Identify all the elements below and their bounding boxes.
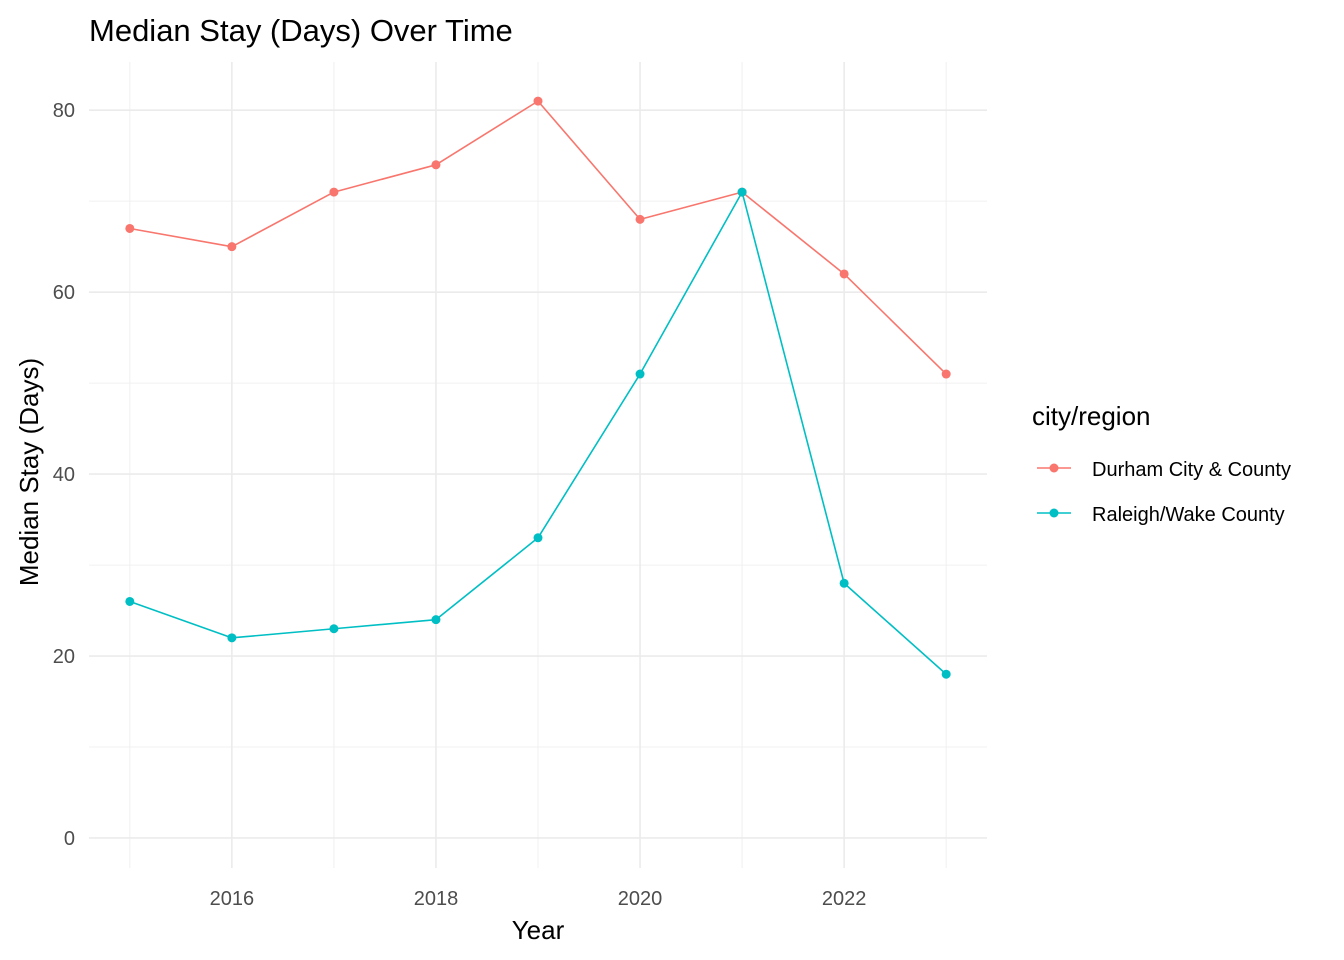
series-1-point (839, 578, 849, 588)
series-0-point (431, 160, 441, 170)
series-1-point (329, 624, 339, 634)
series-1-point (431, 615, 441, 625)
legend-key-point-0 (1049, 463, 1059, 473)
series-1-point (737, 187, 747, 197)
series-1-point (227, 633, 237, 643)
series-1-point (635, 369, 645, 379)
x-tick-label: 2016 (210, 888, 255, 910)
x-tick-label: 2022 (822, 888, 867, 910)
legend-label-0: Durham City & County (1092, 459, 1291, 481)
x-tick-label: 2020 (618, 888, 663, 910)
legend-title: city/region (1032, 401, 1151, 431)
series-1-point (125, 596, 135, 606)
series-0-point (635, 214, 645, 224)
y-tick-label: 20 (53, 646, 75, 668)
series-0-point (533, 96, 543, 106)
axis-ticks: 0 20 40 60 80 2016 2018 2020 2022 (53, 100, 867, 910)
y-tick-label: 40 (53, 464, 75, 486)
series-0-point (227, 242, 237, 252)
series-0-point (125, 223, 135, 233)
series-0-point (839, 269, 849, 279)
series-0-point (941, 369, 951, 379)
series-1-point (533, 533, 543, 543)
y-tick-label: 60 (53, 282, 75, 304)
y-axis-title: Median Stay (Days) (14, 358, 44, 586)
series-group (125, 96, 951, 679)
legend-label-1: Raleigh/Wake County (1092, 504, 1285, 526)
series-1-point (941, 669, 951, 679)
legend-item-0: Durham City & County (1037, 459, 1291, 481)
chart-title: Median Stay (Days) Over Time (89, 13, 513, 48)
x-tick-label: 2018 (414, 888, 459, 910)
legend: city/region Durham City & County Raleigh… (1032, 401, 1291, 526)
legend-item-1: Raleigh/Wake County (1037, 504, 1285, 526)
series-0-point (329, 187, 339, 197)
y-tick-label: 80 (53, 100, 75, 122)
y-tick-label: 0 (64, 828, 75, 850)
x-axis-title: Year (512, 915, 565, 945)
legend-key-point-1 (1049, 508, 1059, 518)
